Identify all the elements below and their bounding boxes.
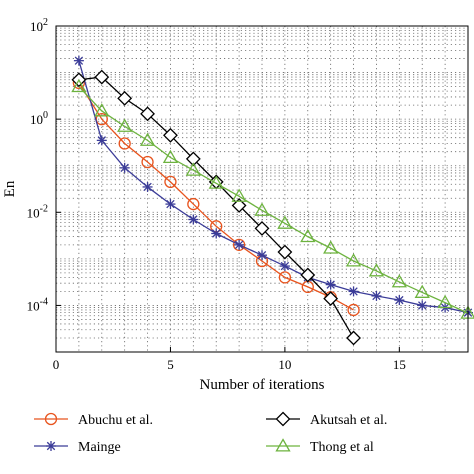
series-mainge bbox=[73, 55, 473, 318]
data-point-thong-et-al bbox=[71, 78, 87, 93]
legend-label-thong-et-al: Thong et al bbox=[310, 440, 374, 455]
legend-label-mainge: Mainge bbox=[78, 440, 121, 455]
x-tick-label: 10 bbox=[278, 357, 291, 372]
data-point-thong-et-al bbox=[414, 284, 430, 298]
legend-item-thong-et-al: Thong et al bbox=[266, 438, 374, 455]
y-tick-label: 10-4 bbox=[27, 296, 48, 313]
data-point-mainge bbox=[417, 300, 428, 311]
data-point-thong-et-al bbox=[185, 162, 201, 176]
legend: Abuchu et al. Akutsah et al. Mainge Thong e… bbox=[34, 411, 387, 455]
data-point-abuchu-et-al bbox=[232, 238, 246, 251]
axes: 0 5 10 15 102 100 10-2 10-4 bbox=[27, 17, 406, 372]
grid bbox=[56, 26, 468, 352]
legend-marker-thong-et-al bbox=[275, 438, 291, 452]
x-axis-label: Number of iterations bbox=[200, 377, 325, 393]
data-point-mainge bbox=[371, 290, 382, 301]
data-point-mainge bbox=[119, 162, 130, 173]
data-point-akutsah-et-al bbox=[254, 221, 270, 236]
data-point-mainge bbox=[211, 228, 222, 239]
x-tick-label: 5 bbox=[167, 357, 174, 372]
data-point-thong-et-al bbox=[391, 274, 407, 288]
legend-item-abuchu-et-al: Abuchu et al. bbox=[34, 412, 153, 428]
data-point-thong-et-al bbox=[368, 263, 385, 277]
legend-label-akutsah-et-al: Akutsah et al. bbox=[310, 413, 387, 428]
legend-item-akutsah-et-al: Akutsah et al. bbox=[266, 411, 387, 428]
data-point-mainge bbox=[394, 295, 405, 306]
data-point-thong-et-al bbox=[437, 294, 453, 309]
data-point-mainge bbox=[234, 239, 245, 250]
data-point-akutsah-et-al bbox=[94, 69, 110, 85]
legend-marker-abuchu-et-al bbox=[44, 412, 58, 426]
legend-marker-mainge bbox=[46, 441, 56, 451]
data-point-akutsah-et-al bbox=[323, 291, 339, 307]
data-point-thong-et-al bbox=[208, 175, 224, 189]
x-tick-label: 15 bbox=[393, 357, 406, 372]
series-line-abuchu-et-al bbox=[78, 82, 354, 311]
data-point-thong-et-al bbox=[254, 202, 270, 216]
data-point-mainge bbox=[325, 279, 336, 290]
data-point-mainge bbox=[279, 261, 290, 272]
data-point-abuchu-et-al bbox=[278, 271, 292, 284]
data-point-thong-et-al bbox=[162, 149, 179, 164]
data-point-akutsah-et-al bbox=[185, 151, 201, 167]
data-point-abuchu-et-al bbox=[164, 175, 177, 189]
data-point-akutsah-et-al bbox=[300, 267, 316, 283]
data-point-thong-et-al bbox=[345, 253, 362, 267]
legend-marker-akutsah-et-al bbox=[275, 411, 291, 427]
data-point-abuchu-et-al bbox=[118, 137, 131, 150]
data-point-thong-et-al bbox=[94, 103, 110, 117]
data-point-mainge bbox=[257, 250, 267, 261]
series-line-thong-et-al bbox=[78, 86, 469, 314]
series-line-mainge bbox=[78, 60, 469, 314]
x-tick-label: 0 bbox=[53, 357, 60, 372]
y-tick-label: 100 bbox=[30, 110, 48, 127]
y-tick-label: 10-2 bbox=[27, 203, 48, 220]
legend-label-abuchu-et-al: Abuchu et al. bbox=[78, 413, 153, 428]
legend-item-mainge: Mainge bbox=[34, 440, 121, 455]
data-point-abuchu-et-al bbox=[141, 155, 154, 169]
data-point-thong-et-al bbox=[277, 215, 293, 229]
data-point-abuchu-et-al bbox=[187, 197, 200, 211]
data-point-mainge bbox=[348, 286, 359, 297]
data-point-thong-et-al bbox=[139, 132, 156, 146]
data-point-akutsah-et-al bbox=[117, 90, 133, 106]
data-point-thong-et-al bbox=[323, 240, 339, 254]
data-point-mainge bbox=[73, 55, 84, 66]
plot-frame bbox=[55, 25, 469, 353]
data-point-mainge bbox=[142, 181, 153, 192]
data-point-akutsah-et-al bbox=[277, 244, 293, 260]
data-point-mainge bbox=[96, 135, 107, 146]
series-thong-et-al bbox=[71, 78, 474, 319]
series-abuchu-et-al bbox=[72, 76, 360, 317]
data-point-akutsah-et-al bbox=[140, 106, 155, 122]
series-layer bbox=[71, 55, 474, 346]
data-point-abuchu-et-al bbox=[347, 303, 360, 317]
data-point-akutsah-et-al bbox=[346, 330, 361, 346]
series-akutsah-et-al bbox=[71, 69, 361, 346]
y-axis-label: En bbox=[2, 180, 18, 197]
y-tick-label: 102 bbox=[30, 17, 48, 34]
data-point-akutsah-et-al bbox=[231, 198, 247, 213]
data-point-thong-et-al bbox=[300, 228, 316, 243]
data-point-mainge bbox=[165, 199, 176, 210]
data-point-thong-et-al bbox=[117, 118, 133, 132]
data-point-thong-et-al bbox=[231, 188, 247, 202]
data-point-mainge bbox=[188, 214, 199, 225]
data-point-akutsah-et-al bbox=[163, 127, 178, 143]
